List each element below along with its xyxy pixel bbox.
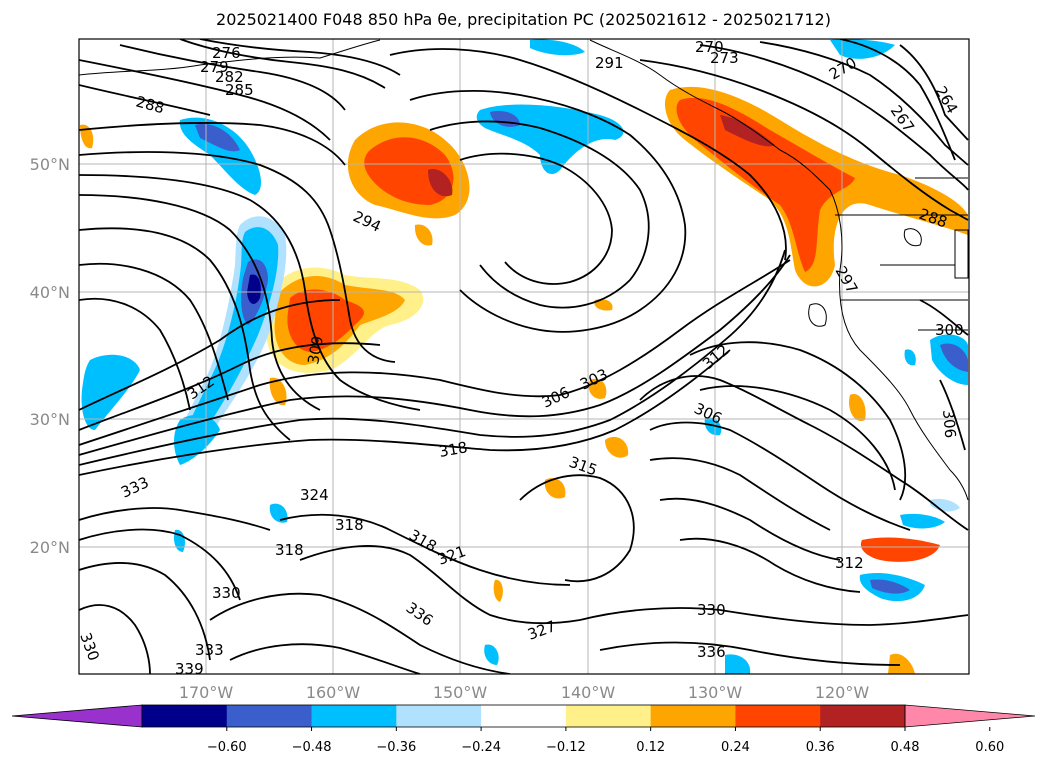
colorbar-swatch [565, 705, 652, 727]
map-frame [78, 38, 970, 675]
lat-label: 30°N [30, 410, 70, 429]
contour-label: 282 [215, 68, 244, 86]
colorbar-tick-label: −0.24 [461, 740, 501, 755]
contour-label: 324 [300, 486, 329, 504]
colorbar-tick-label: −0.36 [376, 740, 416, 755]
contour-label: 318 [438, 438, 469, 461]
colorbar-tick-label: 0.12 [636, 740, 665, 755]
contour-label: 309 [304, 334, 327, 365]
lon-label: 130°W [688, 683, 743, 702]
colorbar: −0.60 −0.48 −0.36 −0.24 −0.12 0.12 0.24 0.36 0.4… [11, 704, 1036, 755]
contour-label: 330 [76, 630, 103, 663]
contour-label: 318 [275, 541, 304, 559]
colorbar-extend-low [11, 704, 143, 728]
colorbar-tick-label: 0.36 [806, 740, 835, 755]
contour-label: 285 [225, 81, 254, 99]
lat-label: 50°N [30, 155, 70, 174]
colorbar-tick-label: −0.12 [546, 740, 586, 755]
lat-label: 40°N [30, 283, 70, 302]
contour-label: 336 [697, 643, 726, 661]
lat-label: 20°N [30, 538, 70, 557]
contour-label: 312 [835, 554, 864, 572]
graticule [79, 39, 969, 674]
contour-label: 279 [200, 58, 229, 76]
colorbar-swatch [226, 705, 313, 727]
contour-label: 333 [195, 641, 224, 659]
lon-label: 120°W [815, 683, 870, 702]
lon-label: 170°W [179, 683, 234, 702]
map-plot-area: 276 279 282 285 288 291 270 273 270 264 … [76, 38, 969, 678]
colorbar-tick-label: −0.60 [207, 740, 247, 755]
colorbar-tick-label: 0.24 [721, 740, 750, 755]
contour-label: 318 [335, 516, 364, 534]
colorbar-tick-label: 0.60 [975, 740, 1004, 755]
theta-e-contours [79, 39, 969, 674]
lon-label: 140°W [561, 683, 616, 702]
colorbar-swatch [481, 705, 567, 727]
latitude-labels: 50°N 40°N 30°N 20°N [30, 155, 70, 557]
colorbar-swatch [311, 705, 397, 727]
contour-label: 291 [595, 54, 624, 72]
colorbar-swatch [142, 705, 228, 727]
map-title: 2025021400 F048 850 hPa θe, precipitatio… [216, 10, 831, 29]
colorbar-tick-label: −0.48 [292, 740, 332, 755]
longitude-labels: 170°W 160°W 150°W 140°W 130°W 120°W [179, 683, 870, 702]
colorbar-extend-high [904, 704, 1036, 728]
contour-label: 330 [212, 584, 241, 602]
contour-label: 330 [697, 601, 726, 619]
precip-positive-areas [80, 86, 968, 674]
contour-label: 306 [939, 409, 959, 439]
colorbar-tick-label: 0.48 [891, 740, 920, 755]
contour-label: 270 [695, 38, 724, 56]
contour-label: 273 [710, 49, 739, 67]
colorbar-swatch [396, 705, 482, 727]
colorbar-swatch [735, 705, 821, 727]
colorbar-frame [141, 704, 906, 728]
colorbar-swatch [650, 705, 736, 727]
lon-label: 150°W [433, 683, 488, 702]
coastlines [79, 39, 969, 501]
contour-label: 339 [175, 660, 204, 678]
lon-label: 160°W [306, 683, 361, 702]
contour-label: 276 [212, 44, 241, 62]
contour-label: 300 [935, 321, 964, 339]
colorbar-swatch [820, 705, 906, 727]
